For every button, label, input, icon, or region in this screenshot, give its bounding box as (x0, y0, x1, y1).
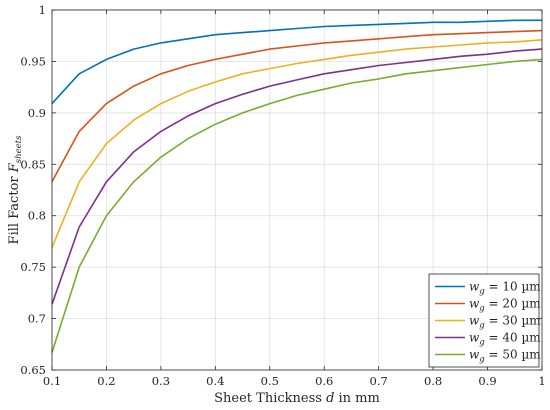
legend-item-3: wg = 30 µm (435, 314, 541, 331)
x-tick-label: 0.1 (43, 374, 61, 388)
plot-frame (51, 9, 543, 371)
y-tick-label: 0.85 (20, 157, 46, 171)
legend-label: wg = 50 µm (469, 348, 541, 365)
legend-label: wg = 10 µm (469, 280, 541, 297)
x-tick-label: 0.6 (315, 374, 333, 388)
y-tick-label: 1 (39, 3, 46, 17)
x-tick-label: 0.5 (261, 374, 279, 388)
x-tick-label: 0.4 (206, 374, 224, 388)
y-tick-label: 0.95 (20, 54, 46, 68)
series-line-1 (51, 19, 542, 105)
y-axis-label: Fill Factor Fsheets (7, 135, 24, 245)
y-tick-label: 0.9 (28, 106, 46, 120)
x-tick-label: 0.3 (152, 374, 170, 388)
x-tick-label: 1 (538, 374, 545, 388)
legend-label: wg = 30 µm (469, 314, 541, 331)
y-tick-labels: 0.65 0.7 0.75 0.8 0.85 0.9 0.95 1 (20, 3, 46, 377)
y-tick-label: 0.75 (20, 260, 46, 274)
legend-item-1: wg = 10 µm (435, 280, 541, 297)
x-tick-labels: 0.1 0.2 0.3 0.4 0.5 0.6 0.7 0.8 0.9 1 (43, 374, 546, 388)
legend-item-4: wg = 40 µm (435, 331, 541, 348)
series-line-5 (51, 58, 543, 353)
y-tick-label: 0.65 (20, 363, 46, 377)
x-axis-label: Sheet Thickness d in mm (214, 391, 380, 406)
series-line-3 (51, 39, 543, 248)
series-line-2 (51, 29, 543, 183)
y-tick-label: 0.7 (28, 312, 46, 326)
axis-ticks (51, 9, 543, 371)
x-tick-label: 0.7 (370, 374, 388, 388)
x-tick-label: 0.9 (478, 374, 496, 388)
legend-item-5: wg = 50 µm (435, 348, 541, 365)
legend-label: wg = 40 µm (469, 331, 541, 348)
x-tick-label: 0.8 (424, 374, 442, 388)
legend-item-2: wg = 20 µm (435, 297, 541, 314)
series-lines (51, 19, 543, 353)
legend-label: wg = 20 µm (469, 297, 541, 314)
x-tick-label: 0.2 (97, 374, 115, 388)
y-tick-label: 0.8 (28, 209, 46, 223)
series-line-4 (51, 48, 543, 305)
